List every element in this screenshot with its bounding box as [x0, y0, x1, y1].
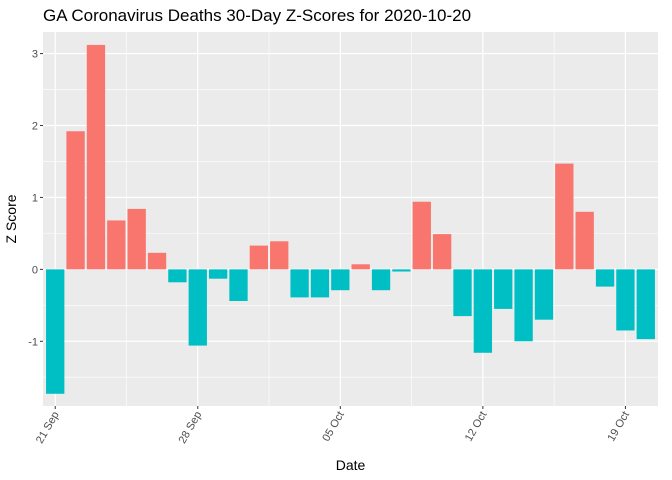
bars [46, 44, 655, 394]
x-tick-label: 19 Oct [605, 410, 632, 444]
bar [208, 269, 228, 279]
y-axis-title: Z Score [3, 194, 19, 243]
bar [555, 163, 574, 270]
bar [249, 245, 269, 270]
bar [66, 131, 85, 270]
bar [494, 269, 513, 309]
y-tick-label: 3 [32, 49, 38, 61]
y-tick-label: 2 [32, 121, 38, 133]
bar [371, 269, 391, 291]
bar [331, 269, 350, 291]
bar [86, 44, 106, 270]
bar [595, 269, 615, 287]
bar [188, 269, 207, 346]
bar [270, 241, 289, 270]
bar [514, 269, 533, 342]
x-tick-label: 28 Sep [177, 410, 205, 446]
bar [432, 234, 452, 270]
bar [616, 269, 635, 331]
x-axis: 21 Sep 28 Sep 05 Oct 12 Oct 19 Oct [34, 406, 632, 446]
bar [147, 252, 167, 270]
y-tick-label: 0 [32, 264, 38, 276]
minor-gridlines [43, 32, 658, 406]
y-tick-label: 1 [32, 192, 38, 204]
bar [473, 269, 493, 353]
bar [107, 220, 126, 270]
bar [534, 269, 554, 320]
bar [392, 269, 411, 272]
bar [46, 269, 65, 394]
bar [412, 201, 431, 270]
x-tick-label: 21 Sep [34, 410, 62, 446]
chart-title: GA Coronavirus Deaths 30-Day Z-Scores fo… [43, 6, 472, 25]
bar [351, 264, 370, 270]
bar [127, 208, 146, 270]
bar [310, 269, 330, 298]
bar [229, 269, 248, 301]
bar [168, 269, 187, 283]
x-axis-title: Date [336, 457, 366, 473]
bar [453, 269, 472, 317]
bar [290, 269, 309, 298]
bar [575, 211, 594, 270]
x-tick-label: 12 Oct [463, 410, 490, 444]
y-axis: -1 0 1 2 3 [28, 49, 43, 348]
x-tick-label: 05 Oct [320, 410, 347, 444]
y-tick-label: -1 [28, 336, 38, 348]
bar [636, 269, 655, 340]
